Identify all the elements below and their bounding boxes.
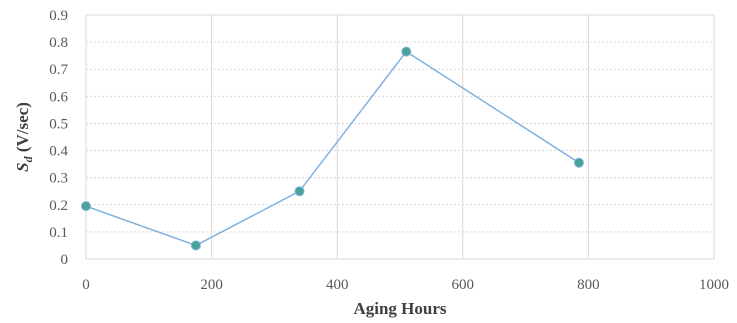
x-tick-label: 1000 xyxy=(699,277,729,293)
y-tick-label: 0.4 xyxy=(49,144,68,160)
x-axis-ticks: 0 200 400 600 800 1000 xyxy=(82,277,729,293)
x-tick-label: 600 xyxy=(452,277,475,293)
y-tick-label: 0.3 xyxy=(49,171,68,187)
data-point xyxy=(401,46,412,57)
y-axis-title-subscript: d xyxy=(21,155,35,162)
data-point xyxy=(190,240,201,251)
y-axis-title: Sd (V/sec) xyxy=(13,102,35,172)
data-point xyxy=(81,201,91,212)
y-axis-ticks: 0 0.1 0.2 0.3 0.4 0.5 0.6 0.7 0.8 0.9 xyxy=(49,8,68,268)
data-point xyxy=(573,157,584,168)
y-tick-label: 0.9 xyxy=(49,8,68,24)
x-axis-title: Aging Hours xyxy=(353,299,446,318)
data-point xyxy=(294,186,305,197)
y-tick-label: 0.5 xyxy=(49,116,68,132)
y-tick-label: 0.2 xyxy=(49,198,68,214)
x-tick-label: 200 xyxy=(200,277,223,293)
x-tick-label: 400 xyxy=(326,277,349,293)
series-line xyxy=(85,50,580,247)
plot-area-frame xyxy=(85,14,715,260)
y-tick-label: 0.1 xyxy=(49,225,68,241)
y-axis-title-units: (V/sec) xyxy=(13,102,32,156)
x-tick-label: 800 xyxy=(577,277,600,293)
y-tick-label: 0.6 xyxy=(49,89,68,105)
y-tick-label: 0.8 xyxy=(49,35,68,51)
grid xyxy=(86,15,714,259)
x-tick-label: 0 xyxy=(82,277,90,293)
y-axis-title-main: S xyxy=(13,162,32,171)
series-layer xyxy=(81,46,584,251)
y-tick-label: 0 xyxy=(61,252,69,268)
y-tick-label: 0.7 xyxy=(49,62,68,78)
